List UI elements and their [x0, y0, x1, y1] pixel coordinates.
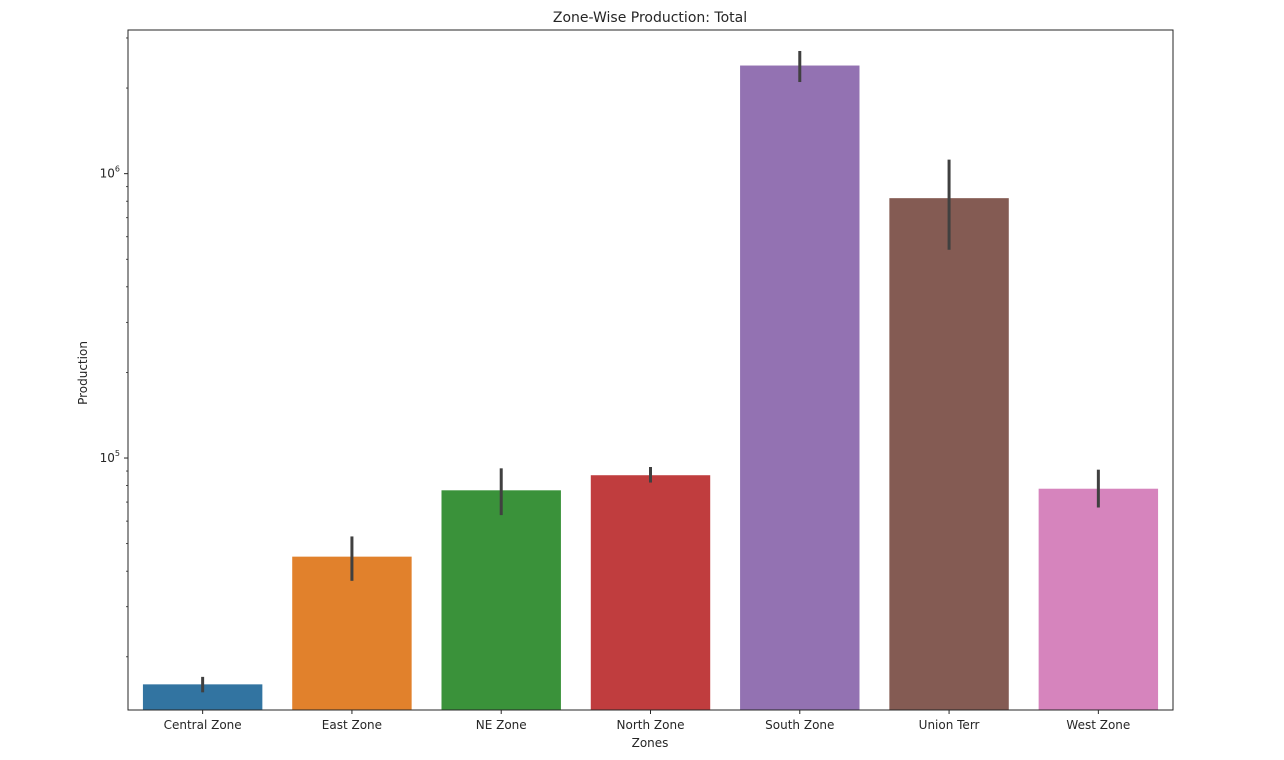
x-tick-label-west-zone: West Zone: [1066, 718, 1130, 732]
x-tick-label-union-terr: Union Terr: [919, 718, 980, 732]
x-axis: Central Zone East Zone NE Zone North Zone So…: [164, 710, 1130, 732]
y-axis-label: Production: [76, 341, 90, 405]
chart-title: Zone-Wise Production: Total: [553, 10, 747, 26]
x-tick-label-east-zone: East Zone: [322, 718, 382, 732]
error-bars-group: [201, 50, 1100, 693]
x-tick-label-south-zone: South Zone: [765, 718, 834, 732]
bars-group: [142, 65, 1159, 711]
bar-ne-zone: [441, 490, 561, 710]
y-tick-label: 105: [100, 449, 120, 465]
bar-south-zone: [740, 65, 860, 711]
bar-east-zone: [292, 556, 412, 710]
y-axis: 105 106: [100, 37, 128, 658]
y-tick-label: 106: [100, 165, 120, 181]
x-tick-label-central-zone: Central Zone: [164, 718, 242, 732]
bar-north-zone: [590, 475, 711, 710]
x-tick-label-north-zone: North Zone: [617, 718, 685, 732]
bar-west-zone: [1038, 488, 1159, 710]
x-axis-label: Zones: [632, 736, 669, 750]
x-tick-label-ne-zone: NE Zone: [476, 718, 527, 732]
bar-union-terr: [889, 198, 1009, 710]
